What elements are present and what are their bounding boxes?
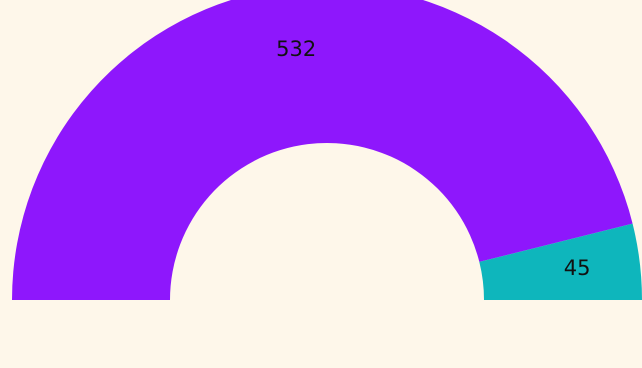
slice-532[interactable] <box>12 0 633 300</box>
slice-label-532: 532 <box>276 37 316 61</box>
slice-labels-group: 532 45 <box>276 37 590 280</box>
slices-group <box>12 0 642 300</box>
slice-45[interactable] <box>479 223 642 300</box>
slice-label-45: 45 <box>564 256 591 280</box>
